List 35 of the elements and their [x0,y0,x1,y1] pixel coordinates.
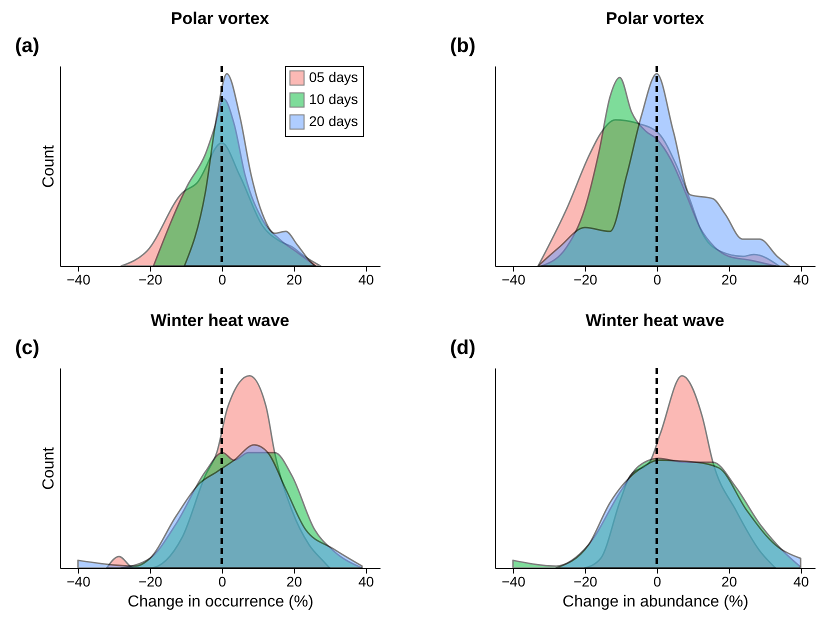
x-tick-label: 40 [358,574,374,590]
x-tick-label: −40 [502,272,526,288]
legend-label: 10 days [309,91,358,107]
x-tick-label: 0 [218,574,226,590]
chart-title: Winter heat wave [150,311,290,330]
text: (c) [15,337,40,359]
x-tick-label: 20 [286,574,302,590]
x-tick-label: −20 [574,272,598,288]
x-tick-label: 0 [218,272,226,288]
x-axis-title: Change in abundance (%) [562,594,748,610]
x-tick-label: 20 [721,272,738,288]
x-axis-title: Change in occurrence (%) [128,594,314,610]
x-tick-label: 20 [721,574,738,590]
x-tick-label: 0 [653,272,662,288]
legend-label: 05 days [309,69,358,85]
text: (a) [15,35,40,57]
x-tick-label: 20 [286,272,302,288]
chart-title: Polar vortex [606,9,705,28]
y-axis-title: Count [40,144,58,188]
text: (b) [450,35,476,57]
x-tick-label: −40 [66,574,91,590]
x-tick-label: −20 [574,574,598,590]
text: (d) [450,337,476,359]
x-tick-label: 40 [358,272,374,288]
x-tick-label: −40 [502,574,526,590]
y-axis-title: Count [40,446,58,490]
x-tick-label: −20 [138,574,162,590]
x-tick-label: 0 [653,574,662,590]
chart-title: Polar vortex [170,9,270,28]
x-tick-label: −40 [66,272,91,288]
x-tick-label: −20 [138,272,162,288]
x-tick-label: 40 [793,574,810,590]
chart-title: Winter heat wave [586,311,724,330]
legend-label: 20 days [309,113,358,129]
x-tick-label: 40 [793,272,810,288]
